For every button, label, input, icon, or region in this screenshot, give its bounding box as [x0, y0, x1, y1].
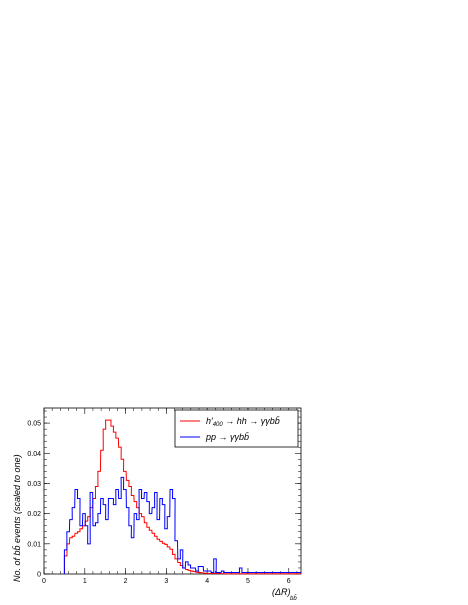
x-axis-label: (ΔR)	[272, 587, 291, 597]
x-tick-label: 6	[287, 578, 291, 585]
plot-area: 0 1 2 3 4 5 6 0 0.01 0.02 0.03 0.04 0.05	[27, 407, 302, 585]
y-tick-label: 0.05	[27, 421, 41, 428]
y-tick-label: 0	[37, 572, 41, 579]
legend-label-background: pp → γγbb̄	[205, 432, 249, 442]
legend-label-signal-rest: → hh → γγbb̄	[223, 416, 280, 426]
y-axis-ticks: 0 0.01 0.02 0.03 0.04 0.05	[27, 410, 301, 579]
x-tick-label: 0	[42, 578, 46, 585]
legend-label-signal: h′400 → hh → γγbb̄	[206, 416, 280, 428]
legend-label-signal-sub: 400	[213, 422, 224, 428]
series-background-line	[63, 476, 302, 574]
y-tick-label: 0.02	[27, 511, 41, 518]
plot-frame	[43, 407, 302, 575]
y-tick-label: 0.04	[27, 451, 41, 458]
series-group	[63, 419, 302, 575]
x-tick-label: 1	[83, 578, 87, 585]
x-tick-label: 4	[205, 578, 209, 585]
legend-label-signal-main: h′	[206, 416, 213, 426]
x-tick-label: 2	[124, 578, 128, 585]
x-tick-label: 5	[246, 578, 250, 585]
x-axis-label-subscript: bb̄	[290, 595, 297, 602]
y-axis-label: No. of bb̄ events (scaled to one)	[12, 454, 22, 582]
x-axis-title: (ΔR) bb̄	[272, 587, 297, 602]
legend-box	[174, 409, 299, 448]
x-tick-label: 3	[164, 578, 168, 585]
y-tick-label: 0.03	[27, 481, 41, 488]
legend: h′400 → hh → γγbb̄ pp → γγbb̄	[174, 409, 299, 448]
y-tick-label: 0.01	[27, 541, 41, 548]
